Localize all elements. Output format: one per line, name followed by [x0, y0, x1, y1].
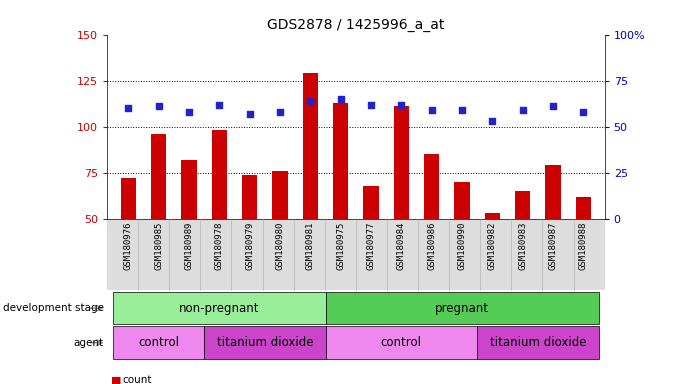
Point: [184, 109, 195, 115]
Point: [457, 107, 468, 113]
Text: pregnant: pregnant: [435, 302, 489, 314]
Bar: [121, 178, 136, 219]
Point: [274, 109, 285, 115]
Point: [517, 107, 528, 113]
Text: ■: ■: [111, 375, 121, 384]
Bar: [182, 160, 197, 219]
Point: [214, 101, 225, 108]
Point: [335, 96, 346, 102]
Point: [305, 98, 316, 104]
Text: development stage: development stage: [3, 303, 104, 313]
Text: control: control: [138, 336, 179, 349]
Point: [487, 118, 498, 124]
Point: [244, 111, 255, 117]
Text: count: count: [122, 375, 152, 384]
Bar: [515, 191, 530, 219]
Bar: [424, 154, 439, 219]
Text: non-pregnant: non-pregnant: [179, 302, 260, 314]
Bar: [272, 171, 287, 219]
Bar: [363, 186, 379, 219]
Point: [426, 107, 437, 113]
Point: [366, 101, 377, 108]
Text: control: control: [381, 336, 422, 349]
Point: [578, 109, 589, 115]
Bar: [151, 134, 167, 219]
Bar: [576, 197, 591, 219]
Point: [396, 101, 407, 108]
Bar: [303, 73, 318, 219]
Point: [547, 103, 558, 109]
Bar: [545, 166, 560, 219]
Text: titanium dioxide: titanium dioxide: [490, 336, 586, 349]
Bar: [455, 182, 470, 219]
Bar: [333, 103, 348, 219]
Bar: [394, 106, 409, 219]
Text: titanium dioxide: titanium dioxide: [216, 336, 313, 349]
Bar: [242, 175, 257, 219]
Point: [123, 105, 134, 111]
Title: GDS2878 / 1425996_a_at: GDS2878 / 1425996_a_at: [267, 18, 444, 32]
Point: [153, 103, 164, 109]
Bar: [211, 131, 227, 219]
Text: agent: agent: [73, 338, 104, 348]
Bar: [485, 214, 500, 219]
